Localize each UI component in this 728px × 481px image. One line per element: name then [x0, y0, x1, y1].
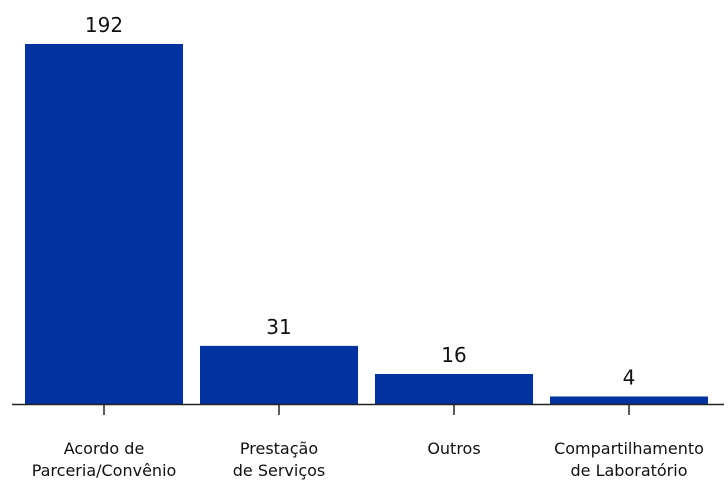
category-label-2-line-0: Outros	[427, 439, 480, 458]
value-label-3: 4	[623, 366, 636, 390]
category-label-1-line-1: de Serviços	[233, 461, 326, 480]
value-label-1: 31	[266, 315, 291, 339]
category-label-1-line-0: Prestação	[240, 439, 318, 458]
bar-3	[550, 396, 708, 404]
value-label-0: 192	[85, 13, 123, 37]
bar-0	[25, 44, 183, 404]
bar-1	[200, 345, 358, 404]
bar-2	[375, 374, 533, 404]
value-label-2: 16	[441, 343, 466, 367]
category-label-3-line-0: Compartilhamento	[554, 439, 704, 458]
category-label-0-line-1: Parceria/Convênio	[32, 461, 177, 480]
category-label-3-line-1: de Laboratório	[570, 461, 687, 480]
category-label-0-line-0: Acordo de	[64, 439, 145, 458]
